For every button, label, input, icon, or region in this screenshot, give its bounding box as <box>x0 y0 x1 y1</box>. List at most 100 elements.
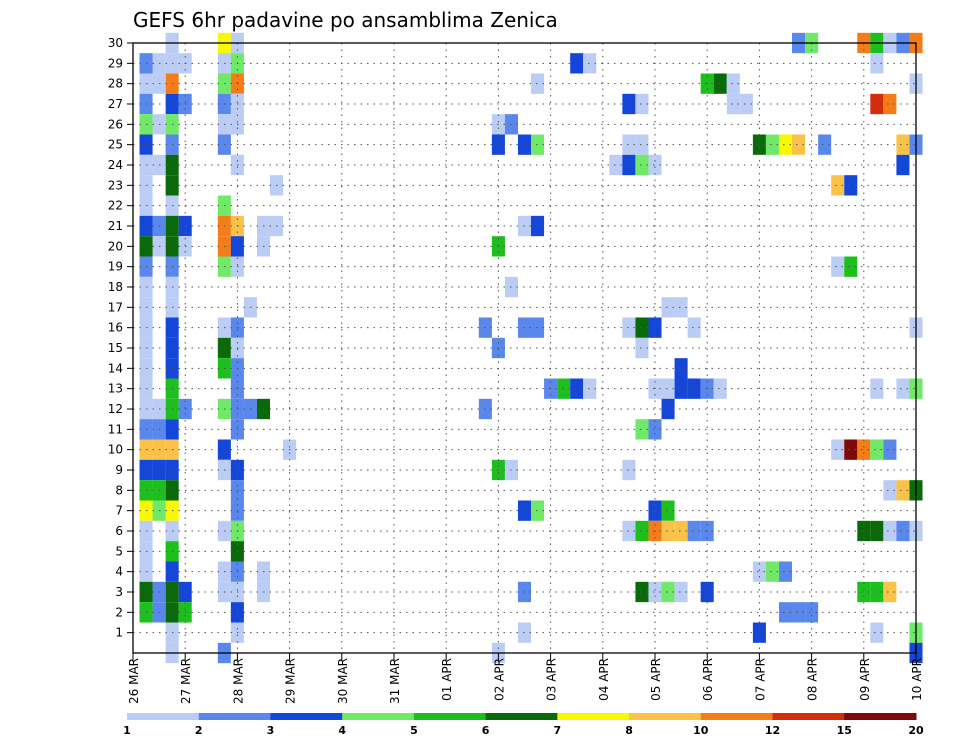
heatmap-cell <box>517 500 532 521</box>
grid-lines <box>133 42 916 653</box>
colorbar-swatch <box>127 713 200 720</box>
heatmap-cell <box>674 358 688 379</box>
x-tick-label: 03 APR <box>545 658 559 701</box>
colorbar-label: 10 <box>693 724 709 737</box>
heatmap-cell <box>883 520 897 542</box>
heatmap-cell <box>583 53 597 74</box>
x-tick-label: 28 MAR <box>231 658 245 704</box>
y-tick-label: 16 <box>108 321 123 335</box>
y-tick-label: 30 <box>108 36 123 50</box>
heatmap-cell <box>517 622 532 643</box>
y-tick-label: 2 <box>115 605 123 619</box>
heatmap-cell <box>713 378 727 399</box>
heatmap-cell <box>622 134 636 155</box>
heatmap-cell <box>531 317 545 338</box>
heatmap-cell <box>870 581 884 603</box>
heatmap-cell <box>517 317 532 338</box>
x-axis: 26 MAR 27 MAR 28 MAR 29 MAR 30 MAR 31 MAR 01 A… <box>127 653 924 704</box>
y-tick-label: 5 <box>115 544 123 558</box>
y-tick-label: 18 <box>108 280 123 294</box>
x-tick-label: 09 APR <box>858 658 872 701</box>
heatmap-cell <box>557 378 571 399</box>
colorbar-swatch <box>413 713 487 720</box>
y-tick-label: 8 <box>115 483 123 497</box>
colorbar-label: 7 <box>554 724 562 737</box>
heatmap-cell <box>831 175 845 196</box>
heatmap-cell <box>661 297 675 318</box>
y-tick-label: 17 <box>108 300 123 314</box>
heatmap-cell <box>674 520 688 542</box>
x-tick-label: 06 APR <box>701 658 715 701</box>
heatmap-cell <box>896 134 910 155</box>
x-tick-label: 27 MAR <box>179 658 193 704</box>
heatmap-cell <box>870 53 884 74</box>
y-tick-label: 15 <box>108 341 123 355</box>
y-tick-label: 6 <box>115 524 123 538</box>
heatmap-cell <box>883 93 897 115</box>
heatmap-cell <box>844 256 858 277</box>
heatmap-cell <box>831 256 845 277</box>
y-tick-label: 21 <box>108 219 123 233</box>
heatmap-cell <box>752 561 766 582</box>
colorbar-swatch <box>629 713 702 720</box>
heatmap-cell <box>674 581 688 603</box>
y-tick-label: 10 <box>108 443 123 457</box>
heatmap-cell <box>635 154 649 176</box>
colorbar-label: 1 <box>123 724 131 737</box>
colorbar-swatch <box>772 713 845 720</box>
heatmap-cell <box>622 154 636 176</box>
y-tick-label: 11 <box>108 422 123 436</box>
colorbar-label: 2 <box>195 724 203 737</box>
heatmap-cell <box>648 581 662 603</box>
heatmap-cell <box>765 561 779 582</box>
heatmap-cell <box>609 154 623 176</box>
heatmap-cell <box>661 500 675 521</box>
heatmap-cell <box>570 378 584 399</box>
colorbar-label: 5 <box>410 724 418 737</box>
heatmap-cell <box>726 73 740 94</box>
heatmap-cell <box>635 93 649 115</box>
heatmap-cell <box>778 134 793 155</box>
x-tick-label: 02 APR <box>492 658 506 701</box>
y-tick-label: 3 <box>115 585 123 599</box>
heatmap-cell <box>635 419 649 440</box>
colorbar-swatch <box>700 713 774 720</box>
y-tick-label: 29 <box>108 56 123 70</box>
colorbar-swatch <box>270 713 343 720</box>
heatmap-cell <box>778 602 793 623</box>
colorbar-label: 6 <box>482 724 490 737</box>
x-tick-label: 04 APR <box>597 658 611 701</box>
heatmap-cell <box>635 581 649 603</box>
heatmap-cell <box>726 93 740 115</box>
heatmap-cell <box>870 622 884 643</box>
colorbar-label: 8 <box>625 724 633 737</box>
heatmap-cell <box>752 134 766 155</box>
heatmap-cell <box>896 480 910 501</box>
heatmap-cell <box>517 581 532 603</box>
heatmap-cell <box>622 459 636 481</box>
heatmap-cell <box>661 378 675 399</box>
y-tick-label: 13 <box>108 382 123 396</box>
heatmap-cell <box>752 622 766 643</box>
heatmap-cell <box>622 317 636 338</box>
x-tick-label: 08 APR <box>806 658 820 701</box>
colorbar-label: 15 <box>837 724 852 737</box>
heatmap-cell <box>648 419 662 440</box>
heatmap-cell <box>870 520 884 542</box>
colorbar-label: 20 <box>908 724 924 737</box>
y-tick-label: 19 <box>108 260 123 274</box>
heatmap-cell <box>792 134 806 155</box>
y-tick-label: 4 <box>115 565 123 579</box>
heatmap-cell <box>687 520 701 542</box>
x-tick-label: 31 MAR <box>388 658 402 704</box>
heatmap-cell <box>857 581 871 603</box>
heatmap-cell <box>844 439 858 460</box>
y-tick-label: 27 <box>108 97 123 111</box>
x-tick-label: 30 MAR <box>336 658 350 704</box>
heatmap-cell <box>570 53 584 74</box>
heatmap-cell <box>648 500 662 521</box>
heatmap-cell <box>883 581 897 603</box>
heatmap-cell <box>648 317 662 338</box>
y-tick-label: 9 <box>115 463 123 477</box>
